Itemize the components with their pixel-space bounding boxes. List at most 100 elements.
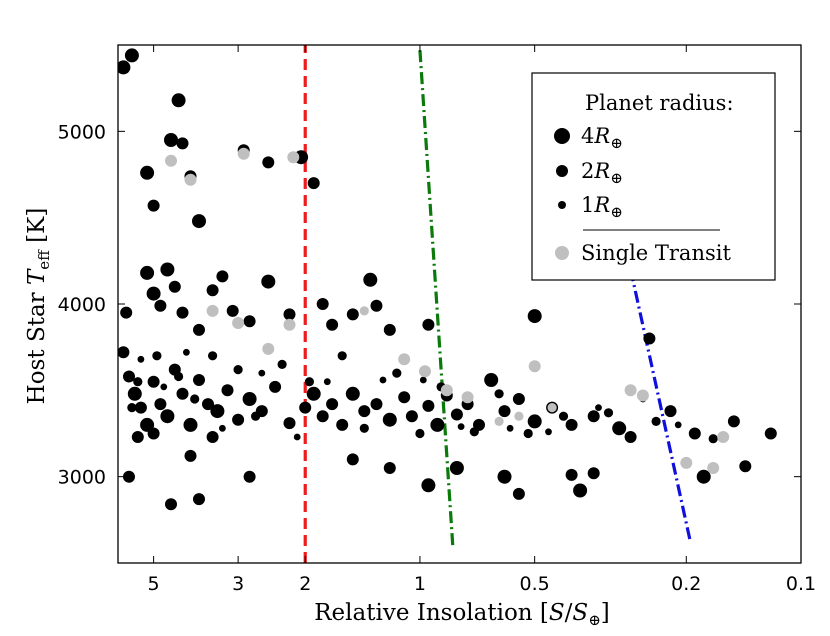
- y-axis-label: Host Star Teff [K]: [24, 208, 53, 405]
- data-point-planets-multi-transit: [739, 460, 752, 473]
- plot-marks: [118, 45, 777, 563]
- data-point-planets-multi-transit: [146, 286, 161, 301]
- legend: Planet radius: 4R⊕ 2R⊕ 1R⊕ Single Transi…: [531, 72, 776, 281]
- data-point-single-transit: [165, 154, 177, 167]
- data-point-planets-multi-transit: [484, 373, 499, 387]
- data-point-planets-multi-transit: [498, 405, 511, 418]
- reference-line-inner-habitable-edge: [418, 50, 455, 546]
- data-point-planets-multi-transit: [506, 424, 514, 432]
- data-point-planets-multi-transit: [450, 408, 463, 421]
- data-point-single-transit: [440, 384, 453, 397]
- data-point-planets-multi-transit: [587, 467, 600, 480]
- data-point-planets-multi-transit: [243, 470, 256, 483]
- data-point-single-transit: [461, 391, 474, 404]
- data-point-planets-multi-transit: [261, 274, 276, 289]
- data-point-planets-multi-transit: [219, 424, 226, 432]
- data-point-planets-multi-transit: [708, 434, 718, 444]
- data-point-single-transit: [636, 389, 649, 402]
- data-point-planets-multi-transit: [283, 308, 296, 321]
- data-point-planets-multi-transit: [137, 355, 145, 363]
- data-point-single-transit: [494, 416, 504, 426]
- data-point-planets-multi-transit: [449, 461, 464, 475]
- data-point-planets-multi-transit: [154, 398, 167, 411]
- data-point-planets-multi-transit: [336, 418, 349, 431]
- data-point-planets-multi-transit: [326, 398, 339, 411]
- data-point-single-transit: [547, 403, 557, 413]
- data-point-planets-multi-transit: [383, 462, 396, 474]
- data-point-planets-multi-transit: [696, 469, 711, 484]
- data-point-single-transit: [184, 173, 197, 186]
- data-point-planets-multi-transit: [558, 411, 569, 421]
- data-point-planets-multi-transit: [221, 384, 234, 397]
- data-point-planets-multi-transit: [405, 410, 418, 423]
- data-point-single-transit: [717, 431, 730, 443]
- data-point-planets-multi-transit: [430, 417, 445, 432]
- data-point-planets-multi-transit: [208, 351, 218, 361]
- data-point-planets-multi-transit: [398, 391, 411, 404]
- data-point-planets-multi-transit: [565, 468, 578, 481]
- y-tick-label: 4000: [58, 294, 106, 316]
- data-point-planets-multi-transit: [232, 413, 245, 426]
- data-point-planets-multi-transit: [154, 299, 167, 312]
- data-point-planets-multi-transit: [545, 428, 552, 436]
- data-point-planets-multi-transit: [523, 428, 533, 439]
- x-tick-label: 5: [148, 573, 160, 595]
- data-point-planets-multi-transit: [370, 299, 383, 312]
- data-point-planets-multi-transit: [323, 378, 331, 386]
- legend-marker-4re: [554, 128, 570, 144]
- data-point-planets-multi-transit: [469, 427, 479, 437]
- data-point-planets-multi-transit: [183, 417, 198, 432]
- y-tick-label: 5000: [58, 121, 106, 143]
- data-point-planets-multi-transit: [176, 387, 189, 400]
- data-point-planets-multi-transit: [164, 133, 178, 147]
- data-point-planets-multi-transit: [306, 386, 321, 401]
- data-point-planets-multi-transit: [382, 412, 397, 427]
- data-point-planets-multi-transit: [131, 431, 144, 443]
- data-point-planets-multi-transit: [337, 351, 347, 361]
- data-point-planets-multi-transit: [147, 427, 160, 440]
- data-point-planets-multi-transit: [512, 487, 525, 500]
- data-point-planets-multi-transit: [688, 427, 701, 440]
- x-axis-label: Relative Insolation [S/S⊕]: [314, 600, 610, 629]
- axis-ticks: 5 3 2 1 0.5 0.2 0.1 3000 4000 5000: [58, 45, 816, 595]
- data-point-planets-multi-transit: [171, 93, 186, 108]
- data-point-planets-multi-transit: [651, 416, 661, 426]
- data-point-single-transit: [359, 306, 369, 316]
- data-point-planets-multi-transit: [422, 399, 435, 412]
- data-point-single-transit: [262, 342, 275, 355]
- data-point-single-transit: [528, 360, 541, 373]
- data-point-planets-multi-transit: [251, 411, 261, 421]
- data-point-planets-multi-transit: [587, 410, 600, 423]
- data-point-planets-multi-transit: [346, 308, 359, 321]
- data-point-planets-multi-transit: [184, 449, 197, 462]
- data-point-planets-multi-transit: [299, 401, 312, 414]
- data-point-planets-multi-transit: [176, 137, 189, 150]
- data-point-planets-multi-transit: [370, 398, 383, 411]
- data-point-planets-multi-transit: [152, 351, 162, 361]
- data-point-single-transit: [680, 456, 693, 469]
- data-point-planets-multi-transit: [512, 393, 525, 405]
- data-point-planets-multi-transit: [210, 404, 225, 419]
- data-point-planets-multi-transit: [494, 389, 504, 399]
- data-point-planets-multi-transit: [242, 392, 257, 406]
- data-point-planets-multi-transit: [422, 318, 435, 331]
- data-point-planets-multi-transit: [192, 214, 206, 229]
- legend-marker-2re: [556, 165, 568, 177]
- data-point-planets-multi-transit: [120, 306, 133, 319]
- data-point-planets-multi-transit: [304, 377, 314, 387]
- data-point-planets-multi-transit: [147, 199, 160, 212]
- data-point-planets-multi-transit: [383, 323, 396, 336]
- data-point-planets-multi-transit: [565, 418, 578, 431]
- legend-label-4re: 4R⊕: [581, 124, 623, 152]
- data-point-planets-multi-transit: [147, 375, 160, 388]
- data-point-planets-multi-transit: [379, 376, 387, 384]
- data-point-planets-multi-transit: [202, 398, 214, 411]
- data-point-planets-multi-transit: [612, 421, 627, 436]
- data-point-planets-multi-transit: [363, 272, 378, 287]
- legend-box: [531, 72, 776, 281]
- data-point-planets-multi-transit: [165, 498, 177, 511]
- legend-label-1re: 1R⊕: [581, 193, 623, 221]
- data-point-planets-multi-transit: [174, 371, 184, 382]
- x-tick-label: 0.1: [786, 573, 816, 595]
- data-point-planets-multi-transit: [421, 478, 436, 493]
